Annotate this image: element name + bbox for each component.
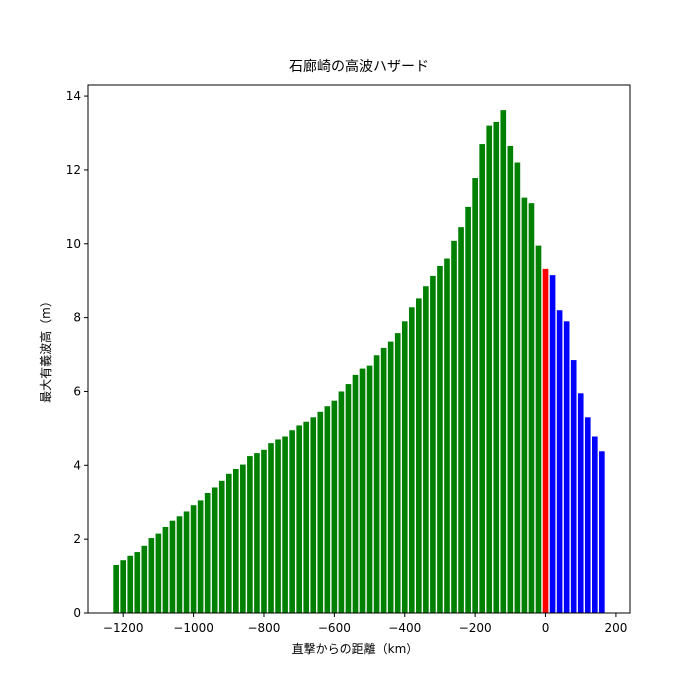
bar: [599, 451, 605, 613]
bar: [493, 121, 500, 613]
bar: [465, 206, 471, 613]
x-tick-label: 0: [542, 621, 550, 635]
bar: [169, 520, 176, 613]
bar: [352, 374, 359, 613]
bar: [275, 439, 281, 613]
bar: [120, 560, 127, 613]
y-tick-label: 12: [66, 163, 81, 177]
bar: [437, 265, 443, 613]
y-tick-label: 2: [73, 532, 81, 546]
bar: [549, 275, 556, 613]
y-tick-label: 6: [73, 384, 81, 398]
bar: [233, 469, 239, 613]
bar: [472, 178, 478, 614]
bar: [584, 417, 591, 613]
bar: [507, 145, 514, 613]
x-tick-label: −200: [459, 621, 492, 635]
y-tick-label: 0: [73, 606, 81, 620]
bar: [380, 347, 387, 613]
bar: [430, 275, 436, 613]
bar: [183, 511, 190, 613]
bar: [416, 298, 422, 613]
bar: [338, 391, 345, 613]
bar: [528, 203, 535, 613]
bar: [225, 473, 232, 613]
x-tick-label: −1000: [173, 621, 214, 635]
bar: [289, 430, 295, 613]
bar: [458, 227, 464, 613]
bar: [190, 505, 197, 613]
x-tick-label: −400: [388, 621, 421, 635]
bar: [451, 240, 457, 614]
y-tick-label: 4: [73, 458, 81, 472]
bar: [261, 449, 267, 613]
bar: [570, 360, 577, 613]
bar: [204, 493, 211, 613]
bar: [141, 545, 148, 613]
chart-title: 石廊崎の高波ハザード: [289, 58, 429, 75]
bar: [268, 443, 274, 613]
bar: [556, 310, 563, 613]
x-tick-label: 200: [604, 621, 627, 635]
bar: [247, 456, 253, 613]
bar: [345, 384, 352, 613]
x-tick-label: −600: [318, 621, 351, 635]
bar: [521, 197, 528, 613]
bar: [394, 333, 401, 613]
bar: [359, 368, 366, 613]
bar: [563, 321, 570, 613]
bar: [310, 417, 317, 613]
bar: [127, 555, 134, 613]
y-tick-label: 8: [73, 311, 81, 325]
bar: [423, 286, 429, 613]
bar: [387, 341, 394, 613]
bar: [324, 406, 331, 613]
bar: [155, 533, 162, 613]
bar: [577, 393, 584, 613]
x-axis-label: 直撃からの距離（km）: [292, 641, 419, 656]
bar: [211, 487, 218, 613]
bar: [535, 245, 542, 613]
bar: [317, 411, 324, 613]
x-tick-label: −1200: [103, 621, 144, 635]
bar: [408, 307, 415, 613]
bar: [486, 125, 493, 613]
bar: [197, 500, 204, 613]
bar: [113, 565, 119, 613]
bar: [366, 365, 373, 613]
bar: [254, 453, 260, 613]
plot-frame: [87, 84, 631, 614]
bar: [373, 355, 380, 613]
y-tick-label: 14: [66, 89, 81, 103]
bar: [148, 538, 155, 613]
bar: [303, 421, 310, 613]
bar: [444, 258, 450, 613]
bar: [162, 526, 169, 613]
bar: [240, 464, 246, 613]
bar: [542, 268, 549, 613]
bar: [500, 110, 507, 613]
bar: [282, 436, 288, 613]
y-tick-label: 10: [66, 237, 81, 251]
bar: [134, 552, 141, 613]
bar: [591, 436, 598, 613]
bar: [401, 321, 408, 613]
bar: [176, 516, 183, 613]
y-axis-label: 最大有義波高（m）: [38, 295, 53, 403]
bar: [514, 162, 521, 614]
bar: [296, 425, 302, 613]
bar: [479, 144, 485, 614]
bar: [218, 480, 225, 613]
x-tick-label: −800: [247, 621, 280, 635]
bar: [331, 400, 338, 613]
